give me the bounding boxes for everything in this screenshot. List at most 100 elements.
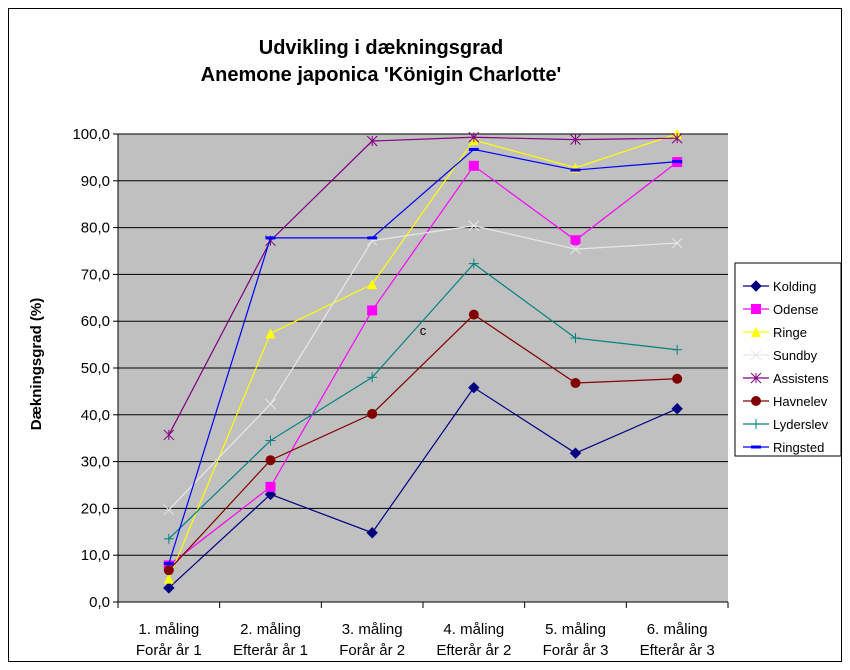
- chart-subtitle: Anemone japonica 'Königin Charlotte': [201, 64, 562, 86]
- data-point: [672, 344, 683, 355]
- data-point: [468, 258, 479, 269]
- series-layer: [163, 129, 683, 594]
- y-axis-label: Dækningsgrad (%): [28, 298, 45, 431]
- legend-label: Assistens: [773, 371, 829, 386]
- data-point: [751, 396, 761, 406]
- y-tick-label: 50,0: [81, 360, 110, 377]
- data-point: [468, 160, 479, 171]
- y-tick-label: 90,0: [81, 173, 110, 190]
- data-point: [570, 377, 581, 388]
- x-tick-label: Efterår år 3: [640, 642, 715, 659]
- y-tick-label: 10,0: [81, 547, 110, 564]
- series-line: [168, 225, 678, 511]
- x-tick-label: Forår år 2: [339, 642, 405, 659]
- x-tick-label: Forår år 1: [136, 642, 202, 659]
- x-tick-label: 2. måling: [240, 621, 301, 638]
- series-lyderslev: [163, 258, 683, 544]
- line-chart: Udvikling i dækningsgrad Anemone japonic…: [28, 37, 842, 659]
- data-point: [468, 309, 479, 320]
- data-point: [366, 527, 378, 539]
- legend-entry: Havnelev: [743, 394, 828, 409]
- x-tick-label: 6. måling: [647, 621, 708, 638]
- data-point: [570, 235, 581, 246]
- legend-entry: Ringsted: [743, 440, 824, 455]
- x-tick-label: 3. måling: [342, 621, 403, 638]
- data-point: [367, 305, 378, 316]
- data-point: [367, 408, 378, 419]
- data-point: [468, 220, 480, 232]
- legend-entry: Odense: [743, 302, 819, 317]
- series-line: [168, 148, 678, 564]
- series-line: [168, 262, 678, 540]
- x-tick-label: 5. måling: [545, 621, 606, 638]
- data-point: [163, 573, 174, 584]
- legend: Kolding Odense Ringe Sundby Assistens Havnele…: [734, 262, 842, 457]
- data-point: [570, 134, 581, 145]
- data-point: [672, 373, 683, 384]
- legend-entry: Lyderslev: [743, 417, 829, 432]
- data-point: [367, 372, 378, 383]
- series-assistens: [163, 131, 683, 441]
- y-tick-label: 30,0: [81, 454, 110, 471]
- y-tick-label: 80,0: [81, 220, 110, 237]
- data-point: [570, 243, 581, 255]
- data-point: [163, 429, 175, 441]
- data-point: [468, 381, 480, 394]
- annotation-label: c: [420, 323, 427, 338]
- data-point: [750, 372, 762, 384]
- series-kolding: [163, 381, 683, 594]
- y-tick-label: 0,0: [89, 594, 110, 611]
- series-line: [168, 136, 678, 436]
- x-tick-label: Forår år 3: [543, 642, 609, 659]
- legend-entry: Sundby: [743, 348, 818, 363]
- legend-label: Odense: [773, 302, 819, 317]
- data-point: [265, 328, 276, 339]
- x-tick-label: 4. måling: [443, 621, 504, 638]
- data-point: [750, 280, 762, 292]
- series-line: [168, 313, 678, 571]
- data-point: [750, 349, 762, 361]
- data-point: [671, 403, 683, 415]
- legend-entry: Ringe: [743, 325, 807, 340]
- data-point: [163, 565, 174, 576]
- data-point: [671, 132, 683, 144]
- chart-frame: Udvikling i dækningsgrad Anemone japonic…: [8, 8, 842, 662]
- data-point: [569, 447, 582, 459]
- data-point: [265, 481, 276, 492]
- data-point: [570, 333, 581, 344]
- x-tick-label: Efterår år 2: [436, 642, 511, 659]
- legend-label: Sundby: [773, 348, 818, 363]
- data-point: [367, 279, 378, 290]
- y-tick-label: 40,0: [81, 407, 110, 424]
- data-point: [751, 304, 761, 314]
- data-point: [751, 419, 761, 429]
- legend-entry: Kolding: [743, 279, 816, 294]
- series-ringsted: [163, 147, 683, 566]
- series-sundby: [163, 220, 683, 516]
- axes: 0,0 10,0 20,0 30,0 40,0 50,0 60,0 70,0 80,0 90,0 1…: [72, 126, 729, 659]
- legend-entry: Assistens: [743, 371, 829, 386]
- legend-label: Kolding: [773, 279, 816, 294]
- y-tick-label: 100,0: [72, 126, 110, 143]
- series-line: [168, 161, 678, 566]
- chart-title: Udvikling i dækningsgrad: [259, 37, 503, 59]
- data-point: [671, 237, 683, 249]
- series-havnelev: [163, 309, 683, 576]
- data-point: [265, 455, 276, 466]
- legend-label: Ringsted: [773, 440, 824, 455]
- data-point: [265, 398, 276, 410]
- x-tick-label: 1. måling: [138, 621, 199, 638]
- series-line: [168, 386, 678, 589]
- x-tick-label: Efterår år 1: [233, 642, 308, 659]
- y-tick-label: 60,0: [81, 313, 110, 330]
- y-tick-label: 20,0: [81, 500, 110, 517]
- data-point: [163, 504, 175, 516]
- data-point: [751, 327, 761, 337]
- y-tick-label: 70,0: [81, 266, 110, 283]
- data-point: [163, 533, 174, 544]
- legend-label: Lyderslev: [773, 417, 829, 432]
- data-point: [163, 582, 175, 594]
- legend-label: Havnelev: [773, 394, 828, 409]
- series-line: [168, 133, 678, 579]
- data-point: [468, 131, 480, 143]
